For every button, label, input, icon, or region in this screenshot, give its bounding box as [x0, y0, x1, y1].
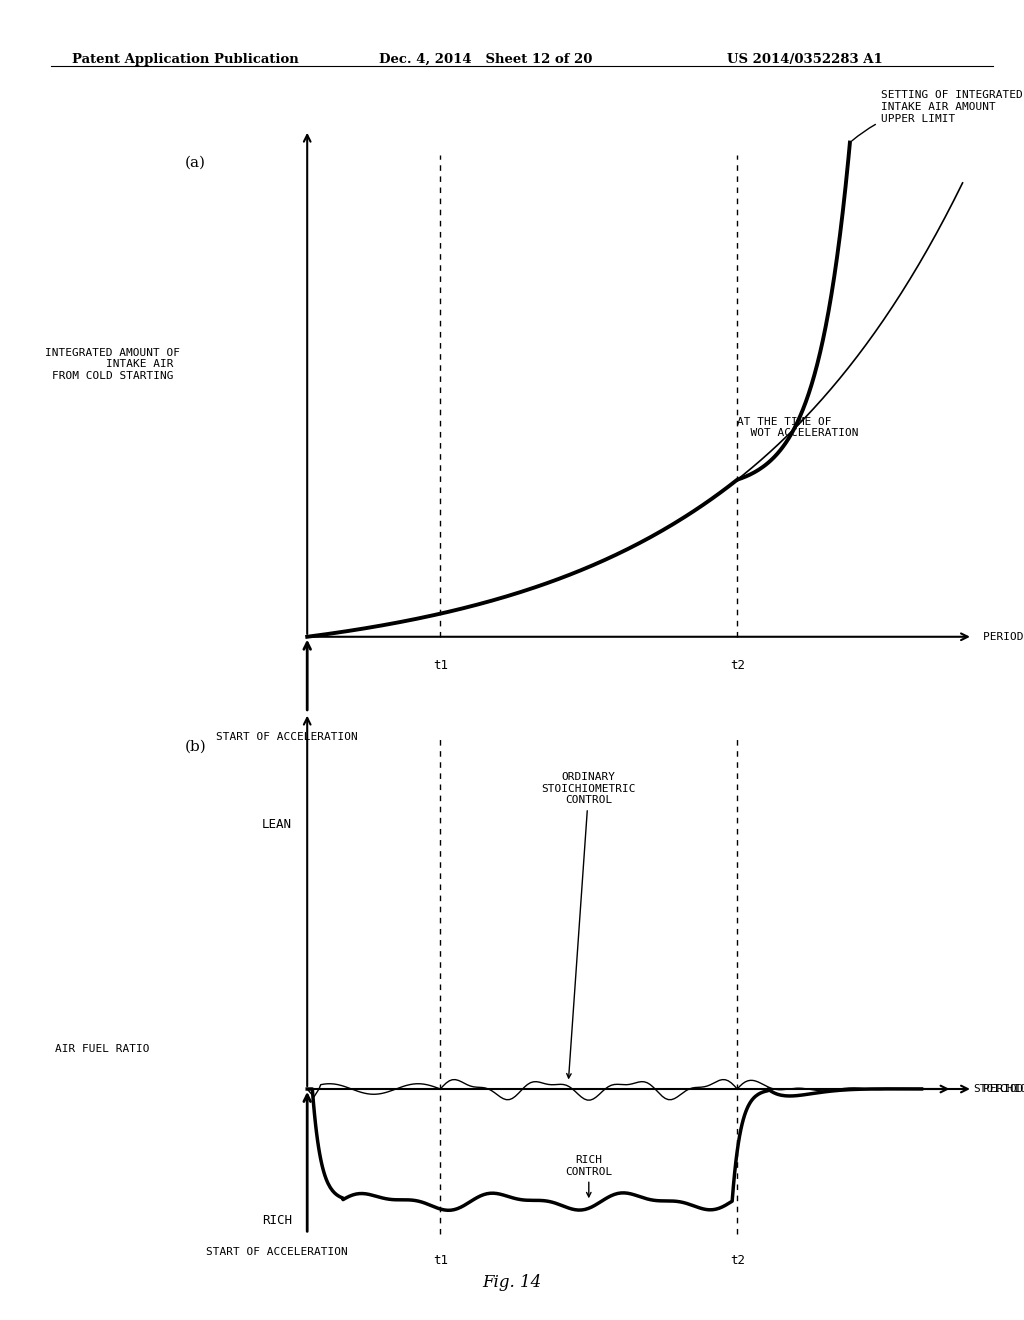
Text: (a): (a): [184, 156, 206, 169]
Text: t2: t2: [730, 659, 744, 672]
Text: (b): (b): [184, 739, 206, 754]
Text: INTEGRATED AMOUNT OF
        INTAKE AIR
FROM COLD STARTING: INTEGRATED AMOUNT OF INTAKE AIR FROM COL…: [45, 347, 180, 381]
Text: t2: t2: [730, 1254, 744, 1267]
Text: START OF ACCELERATION: START OF ACCELERATION: [206, 1247, 347, 1258]
Text: Dec. 4, 2014   Sheet 12 of 20: Dec. 4, 2014 Sheet 12 of 20: [379, 53, 592, 66]
Text: SETTING OF INTEGRATED
INTAKE AIR AMOUNT
UPPER LIMIT: SETTING OF INTEGRATED INTAKE AIR AMOUNT …: [852, 90, 1022, 141]
Text: Fig. 14: Fig. 14: [482, 1274, 542, 1291]
Text: PERIOD OF TIME ELAPSED: PERIOD OF TIME ELAPSED: [983, 632, 1024, 642]
Text: ORDINARY
STOICHIOMETRIC
CONTROL: ORDINARY STOICHIOMETRIC CONTROL: [542, 772, 636, 1078]
Text: t1: t1: [433, 659, 447, 672]
Text: RICH
CONTROL: RICH CONTROL: [565, 1155, 612, 1197]
Text: US 2014/0352283 A1: US 2014/0352283 A1: [727, 53, 883, 66]
Text: AIR FUEL RATIO: AIR FUEL RATIO: [55, 1044, 150, 1055]
Text: Patent Application Publication: Patent Application Publication: [72, 53, 298, 66]
Text: AT THE TIME OF
  WOT ACCELERATION: AT THE TIME OF WOT ACCELERATION: [737, 417, 859, 438]
Text: LEAN: LEAN: [262, 818, 292, 832]
Text: t1: t1: [433, 1254, 447, 1267]
Text: STOICHIOMETRIC: STOICHIOMETRIC: [973, 1084, 1024, 1094]
Text: START OF ACCELERATION: START OF ACCELERATION: [216, 731, 357, 742]
Text: RICH: RICH: [262, 1214, 292, 1228]
Text: PERIOD OF TIME ELAPSED: PERIOD OF TIME ELAPSED: [983, 1084, 1024, 1094]
